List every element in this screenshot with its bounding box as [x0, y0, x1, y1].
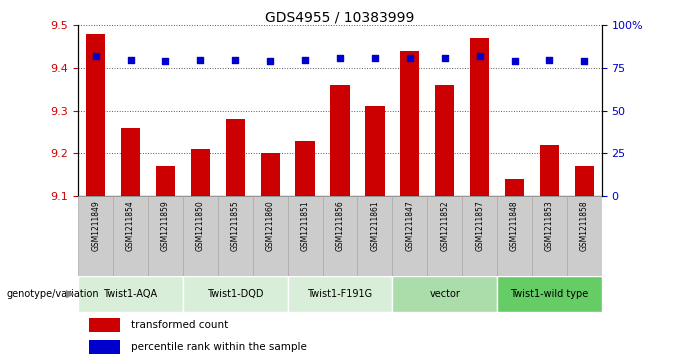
Text: Twist1-AQA: Twist1-AQA	[103, 289, 158, 299]
Bar	[575, 166, 594, 196]
Bar	[470, 38, 489, 196]
Text: Twist1-F191G: Twist1-F191G	[307, 289, 373, 299]
FancyBboxPatch shape	[253, 196, 288, 276]
Bar	[88, 318, 120, 332]
Text: GSM1211854: GSM1211854	[126, 200, 135, 251]
Bar	[88, 339, 120, 354]
FancyBboxPatch shape	[148, 196, 183, 276]
Text: Twist1-wild type: Twist1-wild type	[510, 289, 589, 299]
FancyBboxPatch shape	[218, 196, 253, 276]
Text: GSM1211847: GSM1211847	[405, 200, 414, 251]
Bar	[260, 154, 279, 196]
Point	[335, 55, 345, 61]
FancyBboxPatch shape	[322, 196, 358, 276]
Text: GSM1211853: GSM1211853	[545, 200, 554, 251]
Bar	[226, 119, 245, 196]
Bar	[540, 145, 559, 196]
Text: ▶: ▶	[66, 289, 75, 299]
FancyBboxPatch shape	[113, 196, 148, 276]
Point	[405, 55, 415, 61]
Text: GSM1211859: GSM1211859	[161, 200, 170, 251]
FancyBboxPatch shape	[288, 196, 322, 276]
Bar	[191, 149, 210, 196]
Point	[195, 57, 206, 62]
Bar	[296, 140, 315, 196]
Point	[230, 57, 241, 62]
FancyBboxPatch shape	[497, 276, 602, 312]
Title: GDS4955 / 10383999: GDS4955 / 10383999	[265, 10, 415, 24]
Bar	[330, 85, 350, 196]
Text: transformed count: transformed count	[131, 320, 228, 330]
Point	[300, 57, 311, 62]
Bar	[401, 51, 420, 196]
Point	[544, 57, 555, 62]
FancyBboxPatch shape	[183, 276, 288, 312]
Point	[579, 58, 590, 64]
Bar	[86, 34, 105, 196]
Bar	[365, 106, 384, 196]
FancyBboxPatch shape	[567, 196, 602, 276]
Text: GSM1211860: GSM1211860	[266, 200, 275, 251]
Bar	[505, 179, 524, 196]
FancyBboxPatch shape	[392, 276, 497, 312]
Text: GSM1211850: GSM1211850	[196, 200, 205, 251]
Point	[439, 55, 450, 61]
Point	[160, 58, 171, 64]
Point	[474, 53, 485, 59]
FancyBboxPatch shape	[532, 196, 567, 276]
Point	[125, 57, 136, 62]
FancyBboxPatch shape	[78, 276, 183, 312]
Point	[90, 53, 101, 59]
Text: GSM1211849: GSM1211849	[91, 200, 100, 251]
FancyBboxPatch shape	[392, 196, 427, 276]
FancyBboxPatch shape	[462, 196, 497, 276]
Text: GSM1211855: GSM1211855	[231, 200, 240, 251]
Text: genotype/variation: genotype/variation	[7, 289, 99, 299]
Text: Twist1-DQD: Twist1-DQD	[207, 289, 264, 299]
FancyBboxPatch shape	[78, 196, 113, 276]
Bar	[156, 166, 175, 196]
Bar	[121, 128, 140, 196]
Text: GSM1211852: GSM1211852	[440, 200, 449, 250]
Point	[369, 55, 380, 61]
Text: vector: vector	[429, 289, 460, 299]
FancyBboxPatch shape	[358, 196, 392, 276]
Text: GSM1211857: GSM1211857	[475, 200, 484, 251]
Text: GSM1211851: GSM1211851	[301, 200, 309, 250]
Text: GSM1211848: GSM1211848	[510, 200, 519, 250]
Point	[509, 58, 520, 64]
FancyBboxPatch shape	[497, 196, 532, 276]
FancyBboxPatch shape	[288, 276, 392, 312]
FancyBboxPatch shape	[183, 196, 218, 276]
Point	[265, 58, 275, 64]
Text: percentile rank within the sample: percentile rank within the sample	[131, 342, 307, 352]
Text: GSM1211861: GSM1211861	[371, 200, 379, 250]
FancyBboxPatch shape	[427, 196, 462, 276]
Text: GSM1211858: GSM1211858	[580, 200, 589, 250]
Bar	[435, 85, 454, 196]
Text: GSM1211856: GSM1211856	[335, 200, 345, 251]
